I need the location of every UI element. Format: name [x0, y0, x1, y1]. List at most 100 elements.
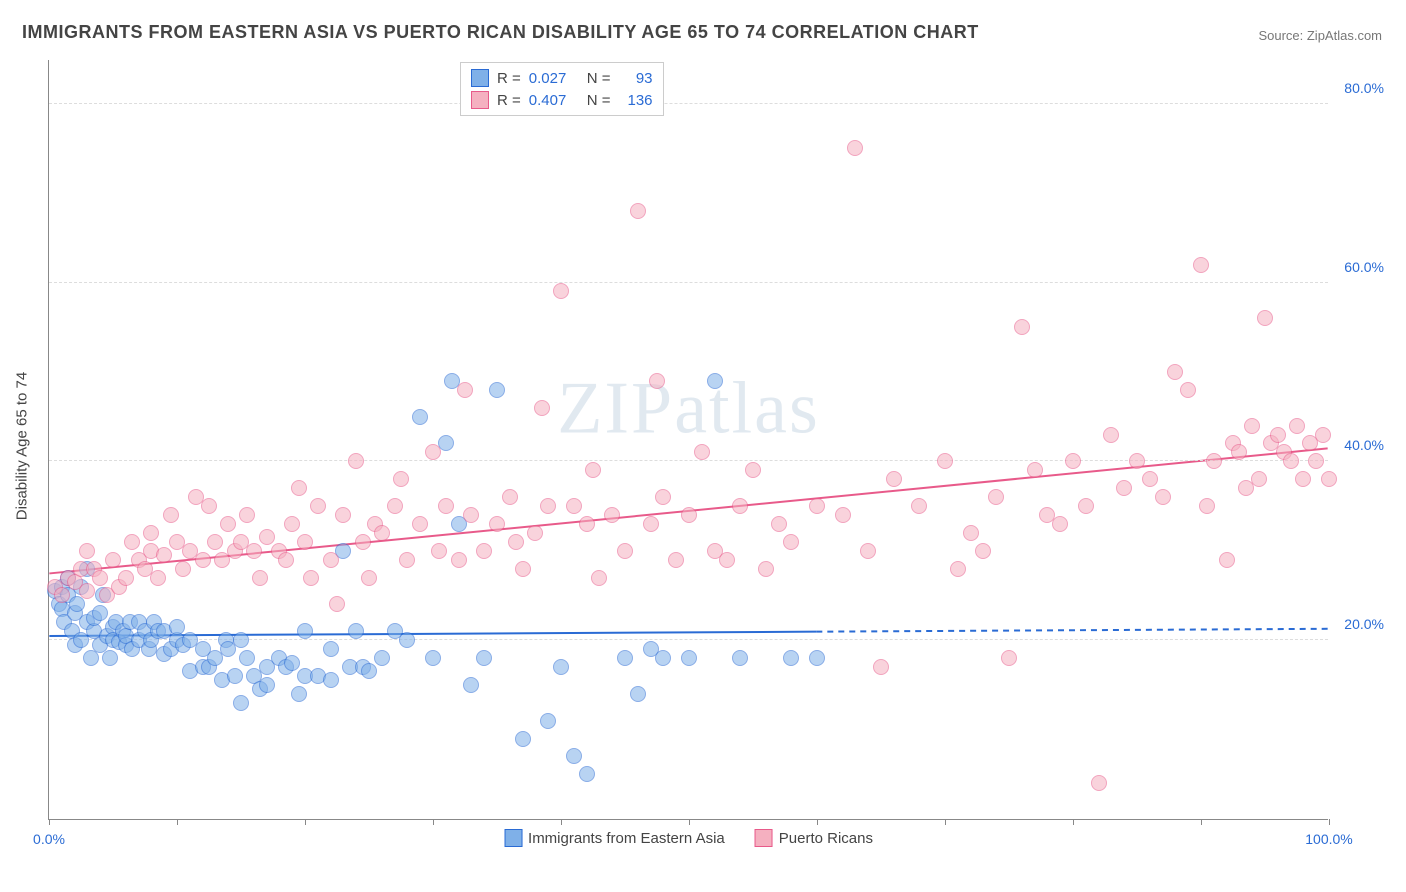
data-point	[79, 543, 95, 559]
data-point	[323, 641, 339, 657]
data-point	[201, 498, 217, 514]
y-axis-label: Disability Age 65 to 74	[14, 372, 31, 520]
data-point	[239, 650, 255, 666]
data-point	[399, 632, 415, 648]
x-tick	[817, 819, 818, 825]
data-point	[540, 713, 556, 729]
data-point	[1193, 257, 1209, 273]
data-point	[284, 516, 300, 532]
stat-r-value: 0.027	[529, 70, 579, 87]
data-point	[515, 561, 531, 577]
data-point	[847, 140, 863, 156]
data-point	[1321, 471, 1337, 487]
data-point	[124, 534, 140, 550]
data-point	[630, 203, 646, 219]
x-tick	[177, 819, 178, 825]
data-point	[412, 516, 428, 532]
data-point	[1289, 418, 1305, 434]
data-point	[732, 650, 748, 666]
data-point	[246, 543, 262, 559]
data-point	[393, 471, 409, 487]
data-point	[937, 453, 953, 469]
data-point	[617, 650, 633, 666]
data-point	[291, 686, 307, 702]
data-point	[489, 516, 505, 532]
data-point	[783, 534, 799, 550]
stat-r-label: R =	[497, 92, 521, 109]
data-point	[745, 462, 761, 478]
data-point	[54, 587, 70, 603]
data-point	[732, 498, 748, 514]
data-point	[92, 570, 108, 586]
legend-swatch	[504, 829, 522, 847]
data-point	[527, 525, 543, 541]
data-point	[1052, 516, 1068, 532]
data-point	[259, 529, 275, 545]
data-point	[425, 444, 441, 460]
data-point	[323, 552, 339, 568]
data-point	[489, 382, 505, 398]
data-point	[195, 552, 211, 568]
data-point	[604, 507, 620, 523]
x-tick-label: 0.0%	[33, 831, 65, 847]
data-point	[105, 552, 121, 568]
data-point	[348, 623, 364, 639]
data-point	[476, 650, 492, 666]
data-point	[1244, 418, 1260, 434]
data-point	[1129, 453, 1145, 469]
data-point	[348, 453, 364, 469]
data-point	[361, 570, 377, 586]
data-point	[809, 498, 825, 514]
data-point	[783, 650, 799, 666]
data-point	[303, 570, 319, 586]
stat-n-value: 136	[619, 92, 653, 109]
data-point	[323, 672, 339, 688]
data-point	[540, 498, 556, 514]
watermark-text: ZIPatlas	[557, 367, 820, 452]
legend-swatch	[471, 91, 489, 109]
stats-row: R =0.407N =136	[471, 89, 653, 111]
data-point	[649, 373, 665, 389]
data-point	[681, 650, 697, 666]
legend-label: Immigrants from Eastern Asia	[528, 830, 725, 847]
data-point	[233, 632, 249, 648]
data-point	[835, 507, 851, 523]
data-point	[1231, 444, 1247, 460]
data-point	[457, 382, 473, 398]
data-point	[451, 552, 467, 568]
y-tick-label: 40.0%	[1344, 437, 1384, 453]
stat-n-label: N =	[587, 70, 611, 87]
data-point	[143, 525, 159, 541]
data-point	[591, 570, 607, 586]
data-point	[252, 570, 268, 586]
legend-swatch	[471, 69, 489, 87]
data-point	[1167, 364, 1183, 380]
data-point	[719, 552, 735, 568]
data-point	[975, 543, 991, 559]
x-tick	[689, 819, 690, 825]
legend-swatch	[755, 829, 773, 847]
data-point	[553, 659, 569, 675]
y-tick-label: 20.0%	[1344, 616, 1384, 632]
data-point	[1103, 427, 1119, 443]
data-point	[220, 516, 236, 532]
data-point	[476, 543, 492, 559]
data-point	[579, 516, 595, 532]
data-point	[438, 498, 454, 514]
x-tick	[561, 819, 562, 825]
stat-r-label: R =	[497, 70, 521, 87]
data-point	[1199, 498, 1215, 514]
legend-label: Puerto Ricans	[779, 830, 873, 847]
data-point	[643, 516, 659, 532]
data-point	[585, 462, 601, 478]
data-point	[681, 507, 697, 523]
data-point	[169, 619, 185, 635]
data-point	[425, 650, 441, 666]
gridline	[49, 282, 1328, 283]
data-point	[668, 552, 684, 568]
data-point	[963, 525, 979, 541]
data-point	[566, 498, 582, 514]
data-point	[515, 731, 531, 747]
data-point	[771, 516, 787, 532]
data-point	[297, 623, 313, 639]
